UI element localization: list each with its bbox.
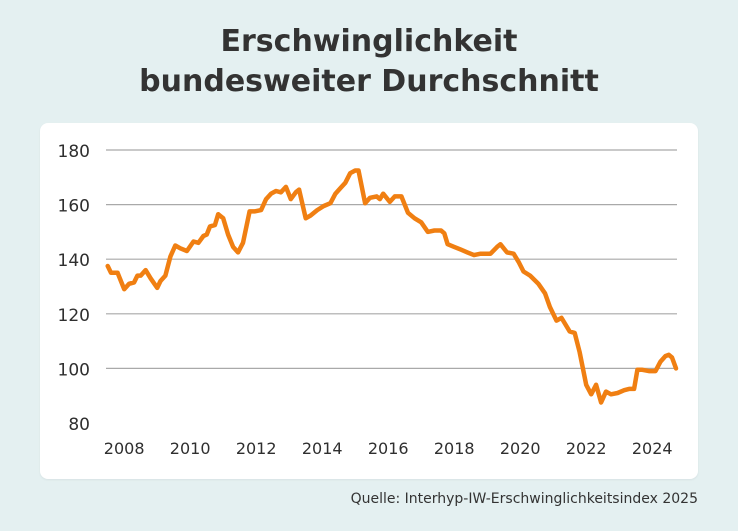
x-tick-label: 2020 bbox=[500, 439, 541, 458]
y-tick-label: 160 bbox=[58, 197, 90, 217]
y-axis-ticks: 80 100 120 140 160 180 bbox=[58, 142, 90, 435]
chart-title-line-2: bundesweiter Durchschnitt bbox=[139, 64, 599, 99]
x-tick-label: 2024 bbox=[632, 439, 673, 458]
x-axis-ticks: 2008 2010 2012 2014 2016 2018 2020 2022 2024 bbox=[104, 439, 673, 458]
y-tick-label: 100 bbox=[58, 360, 90, 380]
x-tick-label: 2018 bbox=[434, 439, 475, 458]
y-tick-label: 120 bbox=[58, 306, 90, 326]
x-tick-label: 2012 bbox=[236, 439, 277, 458]
series-layer bbox=[105, 168, 679, 405]
chart-card: 80 100 120 140 160 180 2008 2010 2012 2014 2016 20… bbox=[40, 123, 698, 479]
x-tick-label: 2010 bbox=[170, 439, 211, 458]
x-tick-label: 2014 bbox=[302, 439, 343, 458]
chart-title: Erschwinglichkeit bundesweiter Durchschn… bbox=[0, 22, 738, 102]
x-tick-label: 2016 bbox=[368, 439, 409, 458]
x-tick-label: 2022 bbox=[566, 439, 607, 458]
y-tick-label: 140 bbox=[58, 251, 90, 271]
y-tick-label: 80 bbox=[68, 415, 90, 435]
grid-lines bbox=[106, 149, 677, 369]
y-tick-label: 180 bbox=[58, 142, 90, 162]
chart-title-line-1: Erschwinglichkeit bbox=[220, 24, 518, 59]
series-line-0 bbox=[105, 168, 679, 405]
x-tick-label: 2008 bbox=[104, 439, 145, 458]
source-note: Quelle: Interhyp-IW-Erschwinglichkeitsin… bbox=[350, 491, 698, 507]
